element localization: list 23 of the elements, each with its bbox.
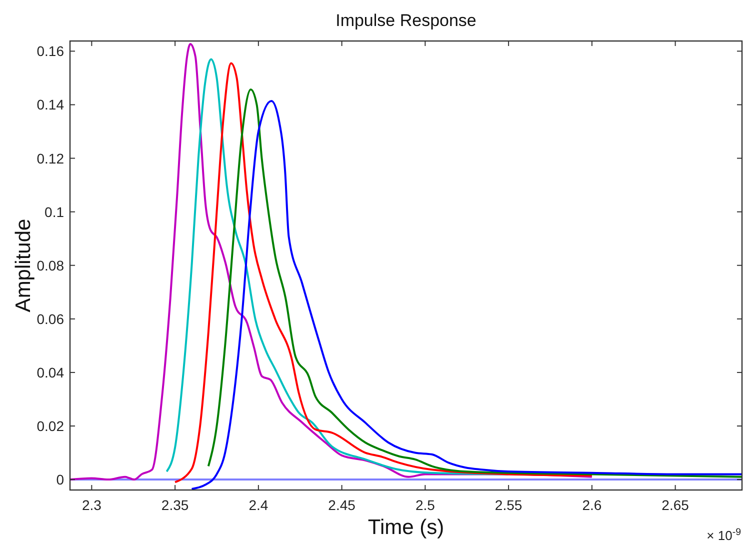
y-tick-label: 0.08: [36, 257, 64, 274]
x-tick-label: 2.45: [328, 497, 356, 513]
chart-title: Impulse Response: [336, 11, 476, 30]
y-tick-label: 0: [56, 472, 64, 488]
y-tick-label: 0.02: [36, 418, 64, 434]
text: × 10$^{-9}$: [706, 526, 741, 543]
x-axis-title: Time (s): [368, 516, 444, 539]
line-series: [174, 62, 593, 484]
y-tick-label: 0.16: [36, 43, 64, 60]
y-axis-title: Amplitude: [12, 218, 35, 312]
y-tick-label: 0.1: [44, 204, 64, 220]
line-series: [70, 42, 593, 481]
x-tick-label: 2.55: [494, 497, 522, 513]
x-tick-label: 2.3: [82, 497, 102, 513]
x-tick-label: 2.6: [582, 497, 602, 513]
y-tick-label: 0.04: [36, 364, 64, 380]
x-tick-label: 2.35: [161, 497, 189, 513]
y-tick-label: 0.14: [36, 96, 64, 113]
x-tick-label: 2.5: [415, 497, 436, 513]
x-tick-label: 2.4: [248, 497, 268, 513]
y-tick-label: 0.06: [36, 310, 64, 327]
x-tick-label: 2.65: [662, 497, 690, 513]
y-tick-label: 0.12: [36, 150, 64, 166]
